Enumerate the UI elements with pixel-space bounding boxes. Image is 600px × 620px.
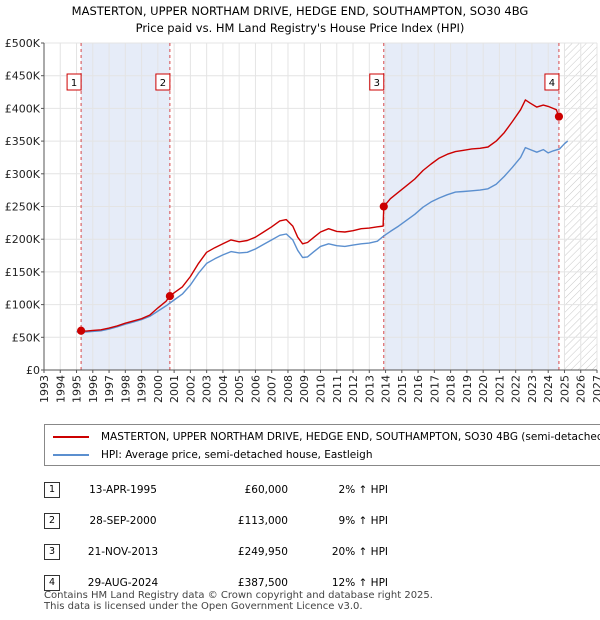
- transaction-date: 13-APR-1995: [89, 483, 157, 496]
- transaction-1-badge: [66, 73, 82, 91]
- y-tick-label: £400K: [5, 102, 41, 115]
- x-tick-label: 2016: [412, 375, 425, 403]
- transaction-row: 3 21-NOV-2013 £249,950 20% ↑ HPI: [44, 536, 388, 567]
- price-chart: 1 2 3 4 £0 £50K £100K £150K £200K £250K £300K £350K…: [5, 37, 600, 403]
- y-tick-label: £350K: [5, 135, 41, 148]
- transaction-hpi-change: 9% ↑ HPI: [338, 514, 388, 527]
- x-tick-label: 2006: [249, 375, 262, 403]
- hpi-line: [76, 140, 569, 333]
- x-tick-label: 2010: [315, 375, 328, 403]
- x-tick-label: 2000: [152, 375, 165, 403]
- legend-property-line-swatch: [53, 436, 89, 438]
- transaction-price: £60,000: [244, 483, 288, 496]
- transaction-number-badge: 2: [44, 512, 60, 529]
- chart-title: MASTERTON, UPPER NORTHAM DRIVE, HEDGE EN…: [71, 4, 529, 18]
- y-tick-label: £200K: [5, 233, 41, 246]
- y-tick-label: £450K: [5, 70, 41, 83]
- transaction-number: 2: [44, 505, 68, 536]
- transaction-4-point: [554, 112, 564, 121]
- transaction-hpi-change: 12% ↑ HPI: [331, 576, 388, 589]
- transaction-number: 3: [44, 536, 68, 567]
- x-tick-label: 2011: [331, 375, 344, 403]
- x-tick-label: 2008: [282, 375, 295, 403]
- transaction-number-badge: 3: [44, 543, 60, 560]
- x-tick-label: 2009: [298, 375, 311, 403]
- y-tick-label: £100K: [5, 299, 41, 312]
- transaction-2-badge: [155, 73, 171, 91]
- x-tick-label: 2025: [558, 375, 571, 403]
- x-tick-label: 2021: [493, 375, 506, 403]
- x-tick-label: 2014: [380, 375, 393, 403]
- transaction-hpi-change: 20% ↑ HPI: [331, 545, 388, 558]
- x-tick-label: 1997: [103, 375, 116, 403]
- x-tick-label: 2023: [526, 375, 539, 403]
- transaction-2-point: [165, 291, 174, 301]
- transaction-number-badge: 4: [44, 574, 60, 591]
- transaction-4-badge: [544, 73, 560, 91]
- transaction-1-point: [76, 326, 86, 335]
- x-tick-label: 2001: [168, 375, 181, 403]
- y-tick-label: £250K: [5, 201, 41, 214]
- transaction-number: 1: [44, 474, 68, 505]
- property-price-line: [81, 99, 560, 332]
- x-tick-label: 1993: [38, 375, 51, 403]
- transaction-date: 21-NOV-2013: [87, 545, 159, 558]
- transaction-number: 4: [44, 567, 68, 598]
- x-tick-label: 2020: [477, 375, 490, 403]
- footer: Contains HM Land Registry data © Crown c…: [44, 590, 433, 612]
- x-tick-label: 1999: [136, 375, 149, 403]
- footer-licence: This data is licensed under the Open Gov…: [44, 601, 363, 612]
- x-tick-label: 2015: [396, 375, 409, 403]
- x-tick-label: 1998: [119, 375, 132, 403]
- transaction-row: 2 28-SEP-2000 £113,000 9% ↑ HPI: [44, 505, 388, 536]
- transaction-3-badge: [369, 73, 385, 91]
- x-tick-label: 2005: [233, 375, 246, 403]
- transaction-3-point: [379, 202, 388, 211]
- y-tick-label: £150K: [5, 266, 41, 279]
- x-tick-label: 2027: [591, 375, 600, 403]
- chart-legend: MASTERTON, UPPER NORTHAM DRIVE, HEDGE EN…: [44, 424, 600, 466]
- x-tick-label: 2017: [428, 375, 441, 403]
- legend-item-hpi: HPI: Average price, semi-detached house,…: [53, 447, 373, 463]
- x-tick-label: 2012: [347, 375, 360, 403]
- transaction-2-badge-label: 2: [160, 78, 166, 89]
- transaction-4-badge-label: 4: [549, 78, 555, 89]
- chart-subtitle: Price paid vs. HM Land Registry's House …: [135, 21, 465, 35]
- x-tick-label: 2013: [363, 375, 376, 403]
- transaction-date: 28-SEP-2000: [89, 514, 157, 527]
- transactions-table: 1 13-APR-1995 £60,000 2% ↑ HPI 2 28-SEP-2000 £…: [44, 474, 388, 598]
- x-tick-label: 2007: [266, 375, 279, 403]
- x-tick-label: 1994: [54, 375, 67, 403]
- transaction-1-badge-label: 1: [71, 78, 77, 89]
- legend-property-label: MASTERTON, UPPER NORTHAM DRIVE, HEDGE EN…: [101, 431, 600, 443]
- footer-copyright: Contains HM Land Registry data © Crown c…: [44, 590, 433, 601]
- x-tick-label: 1996: [87, 375, 100, 403]
- legend-hpi-label: HPI: Average price, semi-detached house,…: [101, 449, 373, 461]
- transaction-price: £113,000: [237, 514, 288, 527]
- transaction-3-badge-label: 3: [374, 78, 380, 89]
- legend-item-property: MASTERTON, UPPER NORTHAM DRIVE, HEDGE EN…: [53, 429, 600, 445]
- x-tick-label: 2022: [510, 375, 523, 403]
- y-tick-label: £300K: [5, 168, 41, 181]
- transaction-row: 4 29-AUG-2024 £387,500 12% ↑ HPI: [44, 567, 388, 598]
- x-tick-label: 2004: [217, 375, 230, 403]
- x-tick-label: 2003: [201, 375, 214, 403]
- transaction-price: £249,950: [237, 545, 288, 558]
- transaction-date: 29-AUG-2024: [87, 576, 159, 589]
- x-tick-label: 2019: [461, 375, 474, 403]
- transaction-price: £387,500: [237, 576, 288, 589]
- y-tick-label: £50K: [12, 331, 41, 344]
- legend-hpi-line-swatch: [53, 454, 89, 456]
- y-tick-label: £500K: [5, 37, 41, 50]
- x-tick-label: 2024: [542, 375, 555, 403]
- x-tick-label: 1995: [71, 375, 84, 403]
- x-tick-label: 2018: [445, 375, 458, 403]
- y-tick-label: £0: [26, 364, 40, 377]
- x-tick-label: 2002: [184, 375, 197, 403]
- transaction-number-badge: 1: [44, 481, 60, 498]
- x-tick-label: 2026: [575, 375, 588, 403]
- transaction-hpi-change: 2% ↑ HPI: [338, 483, 388, 496]
- transaction-row: 1 13-APR-1995 £60,000 2% ↑ HPI: [44, 474, 388, 505]
